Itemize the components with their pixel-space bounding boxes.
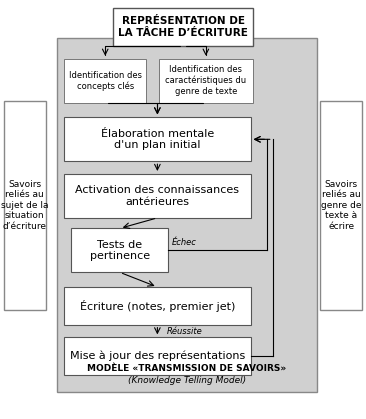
Text: Savoirs
reliés au
sujet de la
situation
d’écriture: Savoirs reliés au sujet de la situation … <box>1 180 48 230</box>
Text: Identification des
caractéristiques du
genre de texte: Identification des caractéristiques du g… <box>165 65 246 96</box>
Text: Élaboration mentale
d'un plan initial: Élaboration mentale d'un plan initial <box>101 129 214 150</box>
Text: Tests de
pertinence: Tests de pertinence <box>90 240 150 261</box>
FancyBboxPatch shape <box>64 174 251 218</box>
Text: Savoirs
reliés au
genre de
texte à
écrire: Savoirs reliés au genre de texte à écrir… <box>321 180 362 230</box>
Text: Échec: Échec <box>172 238 197 247</box>
FancyBboxPatch shape <box>320 101 362 310</box>
Text: (Knowledge Telling Model): (Knowledge Telling Model) <box>128 375 246 385</box>
Text: Mise à jour des représentations: Mise à jour des représentations <box>70 351 245 362</box>
FancyBboxPatch shape <box>71 228 168 272</box>
Text: REPRÉSENTATION DE
LA TÂCHE D’ÉCRITURE: REPRÉSENTATION DE LA TÂCHE D’ÉCRITURE <box>118 16 248 38</box>
Text: Activation des connaissances
antérieures: Activation des connaissances antérieures <box>75 185 239 207</box>
FancyBboxPatch shape <box>57 38 317 392</box>
FancyBboxPatch shape <box>113 8 253 46</box>
Text: Réussite: Réussite <box>167 326 202 336</box>
FancyBboxPatch shape <box>64 337 251 375</box>
Text: Écriture (notes, premier jet): Écriture (notes, premier jet) <box>80 300 235 312</box>
Text: Identification des
concepts clés: Identification des concepts clés <box>69 71 142 91</box>
FancyBboxPatch shape <box>64 287 251 325</box>
FancyBboxPatch shape <box>159 59 253 103</box>
FancyBboxPatch shape <box>4 101 46 310</box>
Text: MODÈLE «TRANSMISSION DE SAVOIRS»: MODÈLE «TRANSMISSION DE SAVOIRS» <box>87 364 286 373</box>
FancyBboxPatch shape <box>64 59 146 103</box>
FancyBboxPatch shape <box>64 117 251 161</box>
